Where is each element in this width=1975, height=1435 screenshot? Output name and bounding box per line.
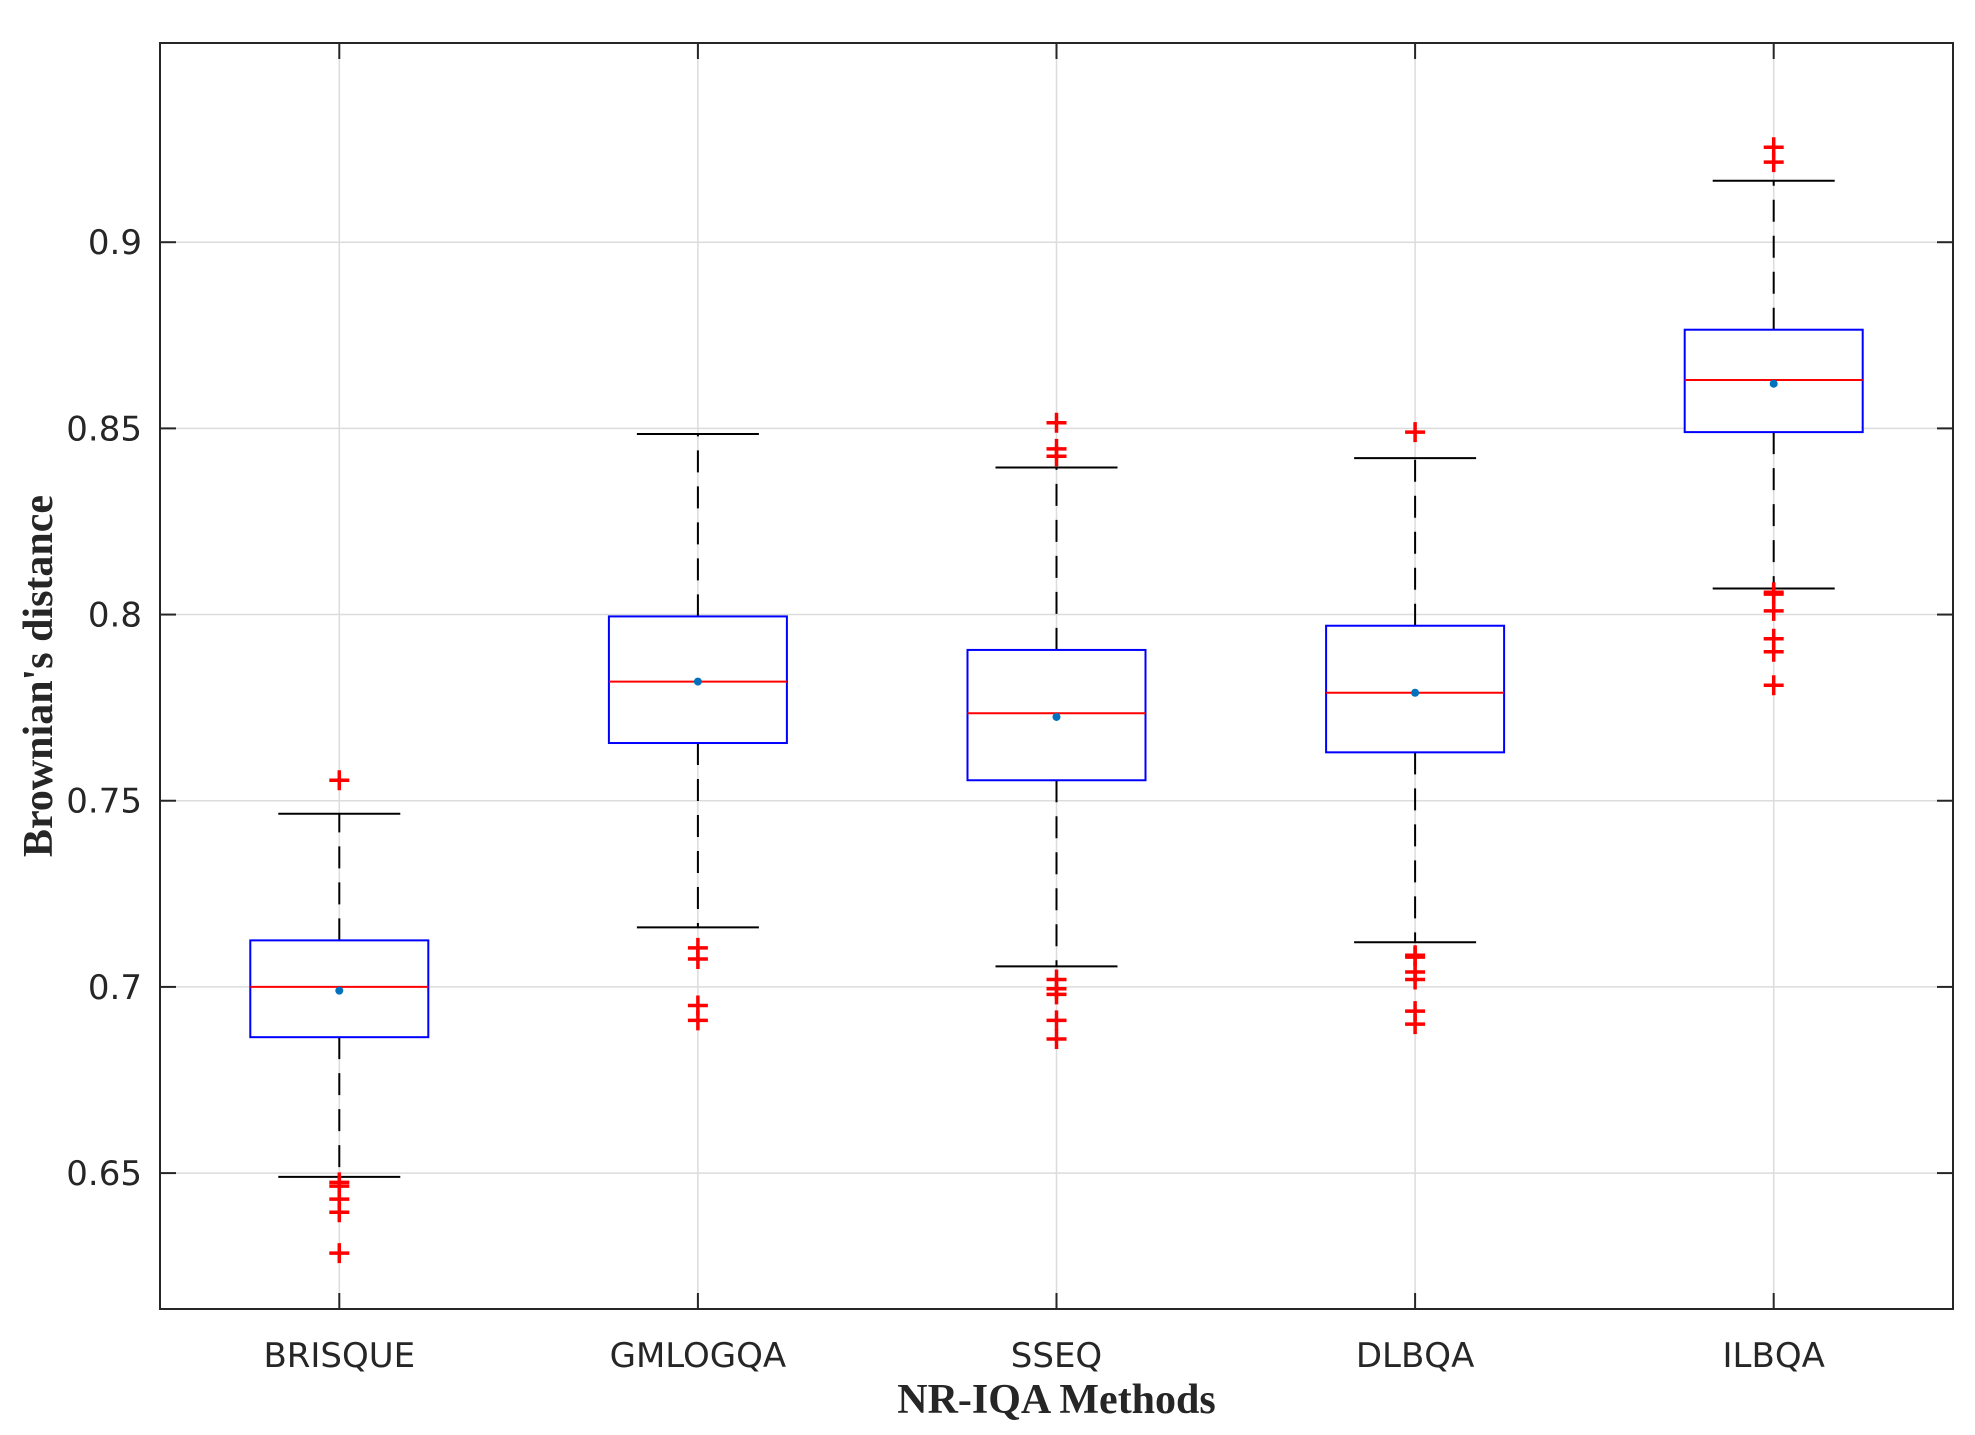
x-tick-label: BRISQUE — [263, 1336, 415, 1376]
x-tick-label: GMLOGQA — [610, 1336, 787, 1376]
box-group-brisque — [249, 770, 430, 1264]
x-tick-label: SSEQ — [1011, 1336, 1102, 1376]
y-tick-label: 0.9 — [88, 223, 142, 263]
box-group-gmlogqa — [607, 432, 788, 1031]
outlier-marker — [1763, 152, 1784, 173]
outlier-marker — [329, 770, 350, 791]
outlier-marker — [1405, 1014, 1426, 1035]
y-tick-label: 0.85 — [66, 409, 142, 449]
y-tick-label: 0.75 — [66, 782, 142, 822]
outlier-marker — [1763, 641, 1784, 662]
outlier-marker — [1046, 1010, 1067, 1031]
y-tick-label: 0.7 — [88, 968, 142, 1008]
y-tick-label: 0.65 — [66, 1154, 142, 1194]
mean-marker — [1411, 688, 1420, 697]
box-group-sseq — [966, 412, 1147, 1050]
outlier-marker — [1763, 675, 1784, 696]
mean-marker — [335, 986, 344, 995]
outlier-marker — [687, 948, 708, 969]
y-tick-label: 0.8 — [88, 596, 142, 636]
x-tick-label: ILBQA — [1723, 1336, 1825, 1376]
outlier-marker — [329, 1202, 350, 1223]
ticks-layer: 0.65 0.7 0.75 0.8 0.85 0.9 BRISQUE GMLOGQA SSEQ D… — [66, 43, 1953, 1376]
outlier-marker — [1405, 969, 1426, 990]
x-axis-title: NR-IQA Methods — [897, 1377, 1216, 1423]
outlier-marker — [1046, 1029, 1067, 1050]
mean-marker — [1052, 712, 1061, 721]
outlier-marker — [1405, 422, 1426, 443]
outlier-marker — [1763, 584, 1784, 605]
outlier-marker — [687, 1010, 708, 1031]
boxes-layer — [249, 137, 1864, 1264]
box-group-ilbqa — [1683, 137, 1864, 696]
outlier-marker — [1046, 412, 1067, 433]
outlier-marker — [1046, 446, 1067, 467]
outlier-marker — [1046, 984, 1067, 1005]
x-tick-label: DLBQA — [1356, 1336, 1474, 1376]
outlier-marker — [329, 1243, 350, 1264]
mean-marker — [693, 677, 702, 686]
box-group-dlbqa — [1325, 422, 1506, 1035]
y-axis-title: Brownian's distance — [16, 495, 62, 857]
outlier-marker — [1763, 600, 1784, 621]
mean-marker — [1769, 379, 1778, 388]
